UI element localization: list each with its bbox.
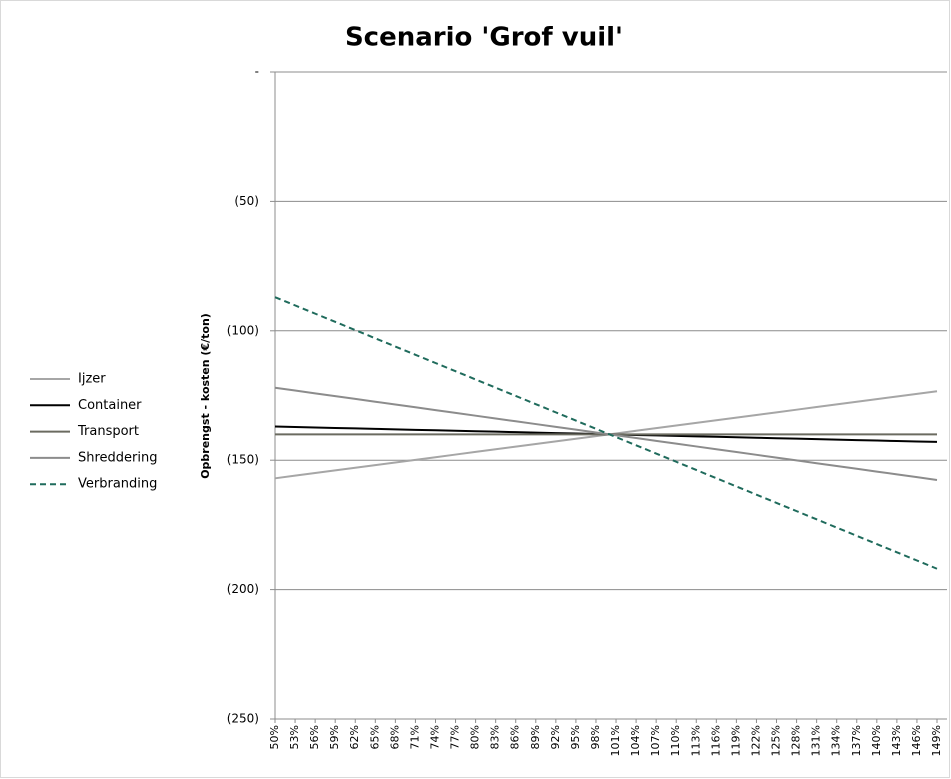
x-tick-label: 128% xyxy=(790,725,803,756)
legend-label: Shreddering xyxy=(78,450,158,465)
y-tick-label: (250) xyxy=(227,712,259,726)
x-tick-label: 92% xyxy=(549,725,562,749)
x-tick-label: 131% xyxy=(810,725,823,756)
y-tick-label: (200) xyxy=(227,582,259,596)
x-tick-label: 62% xyxy=(348,725,361,749)
legend-label: Transport xyxy=(77,424,139,439)
x-tick-label: 56% xyxy=(308,725,321,749)
chart-title: Scenario 'Grof vuil' xyxy=(345,23,623,53)
x-tick-label: 137% xyxy=(850,725,863,756)
legend-label: Verbranding xyxy=(78,477,157,492)
x-tick-label: 95% xyxy=(569,725,582,749)
y-tick-label: (150) xyxy=(227,453,259,467)
y-tick-label: - xyxy=(255,65,259,79)
x-tick-label: 143% xyxy=(890,725,903,756)
series-line xyxy=(274,386,938,481)
x-tick-label: 71% xyxy=(408,725,421,749)
x-tick-label: 116% xyxy=(709,725,722,756)
x-tick-label: 86% xyxy=(509,725,522,749)
x-tick-label: 83% xyxy=(489,725,502,749)
x-tick-label: 65% xyxy=(368,725,381,749)
x-tick-label: 53% xyxy=(288,725,301,749)
x-tick-label: 113% xyxy=(689,725,702,756)
y-tick-label: (100) xyxy=(227,323,259,337)
x-tick-label: 77% xyxy=(449,725,462,749)
x-tick-label: 107% xyxy=(649,725,662,756)
y-tick-label: (50) xyxy=(234,194,259,208)
x-tick-label: 146% xyxy=(910,725,923,756)
x-tick-label: 68% xyxy=(388,725,401,749)
y-axis-label: Opbrengst - kosten (€/ton) xyxy=(199,313,212,479)
x-tick-label: 59% xyxy=(328,725,341,749)
x-tick-label: 110% xyxy=(669,725,682,756)
x-tick-label: 101% xyxy=(609,725,622,756)
x-tick-label: 119% xyxy=(729,725,742,756)
x-tick-label: 140% xyxy=(870,725,883,756)
x-tick-label: 89% xyxy=(529,725,542,749)
x-tick-label: 122% xyxy=(749,725,762,756)
x-tick-label: 80% xyxy=(469,725,482,749)
x-tick-label: 74% xyxy=(428,725,441,749)
legend-label: Container xyxy=(78,398,142,413)
legend-label: Ijzer xyxy=(78,372,106,387)
x-tick-label: 50% xyxy=(268,725,281,749)
x-tick-label: 98% xyxy=(589,725,602,749)
x-tick-label: 134% xyxy=(830,725,843,756)
x-tick-label: 104% xyxy=(629,725,642,756)
x-tick-label: 149% xyxy=(930,725,943,756)
x-tick-label: 125% xyxy=(770,725,783,756)
